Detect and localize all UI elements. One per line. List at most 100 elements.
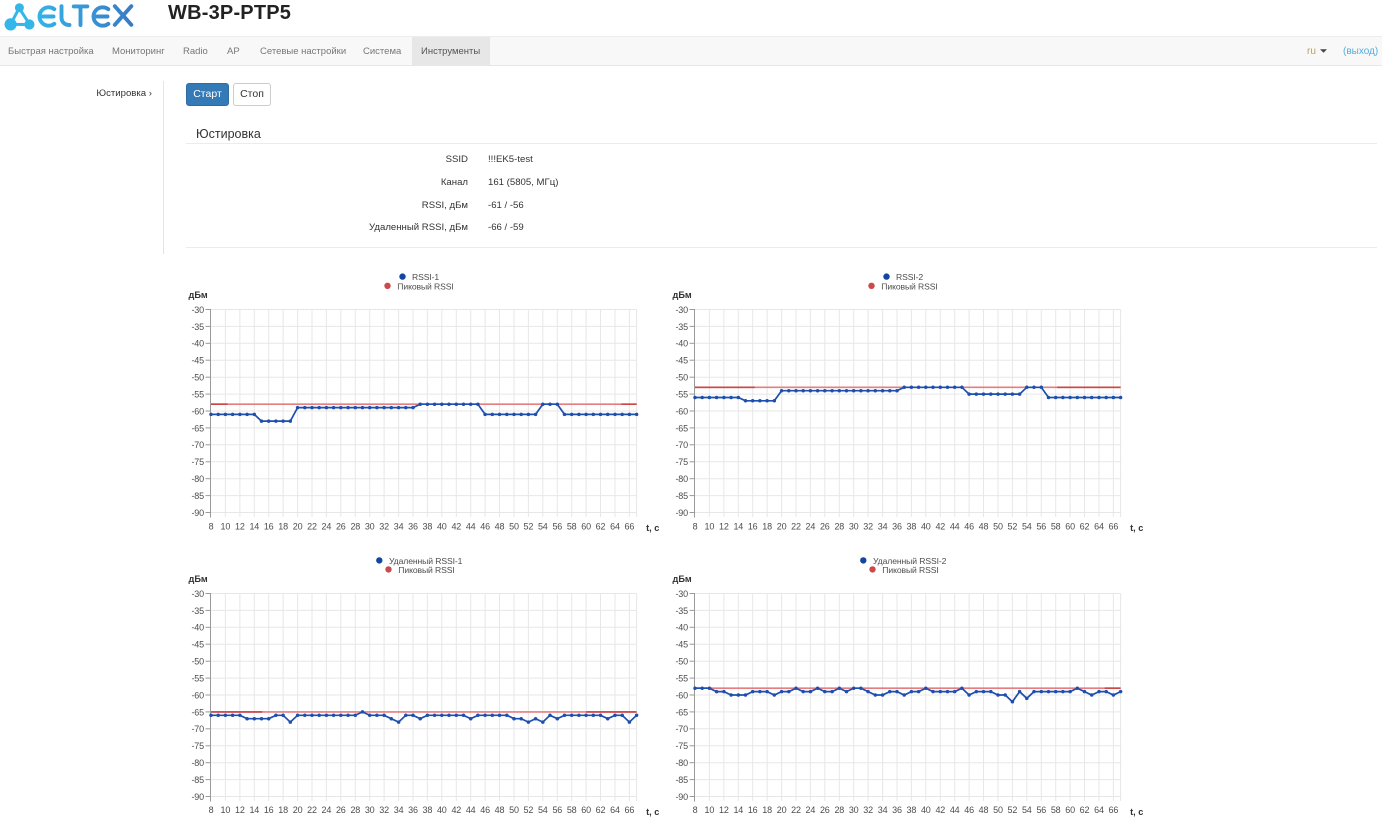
svg-text:48: 48 [495, 805, 505, 815]
svg-text:18: 18 [278, 522, 288, 532]
svg-text:28: 28 [834, 805, 844, 815]
svg-text:28: 28 [834, 522, 844, 532]
svg-text:-60: -60 [675, 690, 688, 700]
svg-text:18: 18 [762, 522, 772, 532]
svg-text:36: 36 [408, 805, 418, 815]
svg-text:Пиковый RSSI: Пиковый RSSI [882, 565, 938, 575]
svg-text:28: 28 [350, 522, 360, 532]
svg-text:52: 52 [524, 805, 534, 815]
svg-text:-35: -35 [675, 606, 688, 616]
svg-text:18: 18 [278, 805, 288, 815]
svg-text:64: 64 [610, 805, 620, 815]
svg-text:-90: -90 [191, 792, 204, 802]
svg-text:32: 32 [863, 805, 873, 815]
svg-text:-70: -70 [675, 440, 688, 450]
svg-text:22: 22 [791, 522, 801, 532]
svg-text:-55: -55 [191, 390, 204, 400]
svg-text:26: 26 [336, 805, 346, 815]
svg-text:56: 56 [552, 805, 562, 815]
svg-text:16: 16 [748, 805, 758, 815]
svg-text:t, c: t, c [1130, 807, 1143, 817]
svg-text:20: 20 [293, 522, 303, 532]
svg-text:22: 22 [307, 805, 317, 815]
svg-text:Пиковый RSSI: Пиковый RSSI [398, 565, 454, 575]
svg-text:44: 44 [466, 805, 476, 815]
svg-text:24: 24 [806, 522, 816, 532]
svg-text:18: 18 [762, 805, 772, 815]
svg-text:8: 8 [209, 522, 214, 532]
svg-text:46: 46 [480, 522, 490, 532]
svg-text:44: 44 [950, 522, 960, 532]
svg-text:-50: -50 [191, 657, 204, 667]
svg-text:-90: -90 [191, 508, 204, 518]
svg-text:26: 26 [336, 522, 346, 532]
svg-text:32: 32 [863, 522, 873, 532]
svg-text:16: 16 [264, 805, 274, 815]
svg-text:30: 30 [849, 805, 859, 815]
svg-text:48: 48 [495, 522, 505, 532]
svg-text:24: 24 [322, 522, 332, 532]
svg-text:58: 58 [1051, 805, 1061, 815]
svg-text:-55: -55 [675, 674, 688, 684]
svg-text:-60: -60 [675, 406, 688, 416]
svg-text:54: 54 [1022, 805, 1032, 815]
svg-text:38: 38 [423, 522, 433, 532]
svg-text:60: 60 [1065, 805, 1075, 815]
svg-text:-40: -40 [191, 623, 204, 633]
svg-text:-65: -65 [675, 423, 688, 433]
svg-text:14: 14 [733, 522, 743, 532]
svg-text:40: 40 [437, 522, 447, 532]
svg-text:30: 30 [849, 522, 859, 532]
svg-text:8: 8 [209, 805, 214, 815]
svg-text:52: 52 [1008, 522, 1018, 532]
svg-text:66: 66 [625, 805, 635, 815]
svg-text:40: 40 [921, 522, 931, 532]
svg-text:10: 10 [221, 805, 231, 815]
svg-text:58: 58 [567, 522, 577, 532]
svg-text:16: 16 [748, 522, 758, 532]
svg-text:-75: -75 [675, 457, 688, 467]
svg-text:60: 60 [581, 522, 591, 532]
svg-text:-60: -60 [191, 690, 204, 700]
svg-text:36: 36 [408, 522, 418, 532]
svg-text:RSSI-2: RSSI-2 [896, 272, 923, 282]
svg-text:-80: -80 [191, 758, 204, 768]
svg-text:-75: -75 [191, 741, 204, 751]
svg-text:-30: -30 [191, 305, 204, 315]
svg-text:64: 64 [1094, 805, 1104, 815]
svg-text:-35: -35 [191, 322, 204, 332]
svg-text:66: 66 [1109, 522, 1119, 532]
svg-text:20: 20 [777, 805, 787, 815]
svg-text:50: 50 [509, 805, 519, 815]
svg-text:-70: -70 [675, 724, 688, 734]
svg-text:-45: -45 [675, 356, 688, 366]
svg-text:дБм: дБм [673, 290, 692, 300]
svg-text:-40: -40 [191, 339, 204, 349]
svg-text:дБм: дБм [673, 574, 692, 584]
svg-text:-55: -55 [191, 674, 204, 684]
svg-text:62: 62 [1080, 522, 1090, 532]
svg-text:-40: -40 [675, 623, 688, 633]
svg-text:36: 36 [892, 805, 902, 815]
svg-text:-85: -85 [191, 491, 204, 501]
svg-text:54: 54 [538, 522, 548, 532]
svg-text:12: 12 [235, 805, 245, 815]
svg-text:14: 14 [249, 522, 259, 532]
svg-text:-80: -80 [191, 474, 204, 484]
svg-text:-45: -45 [191, 356, 204, 366]
svg-text:-40: -40 [675, 339, 688, 349]
svg-text:28: 28 [350, 805, 360, 815]
svg-text:22: 22 [791, 805, 801, 815]
svg-text:RSSI-1: RSSI-1 [412, 272, 439, 282]
svg-text:50: 50 [509, 522, 519, 532]
svg-text:62: 62 [596, 522, 606, 532]
svg-text:t, c: t, c [1130, 523, 1143, 533]
svg-text:38: 38 [907, 522, 917, 532]
svg-text:44: 44 [466, 522, 476, 532]
svg-text:46: 46 [480, 805, 490, 815]
svg-text:-85: -85 [675, 775, 688, 785]
svg-text:-60: -60 [191, 406, 204, 416]
svg-text:-35: -35 [675, 322, 688, 332]
svg-text:14: 14 [733, 805, 743, 815]
svg-text:32: 32 [379, 805, 389, 815]
